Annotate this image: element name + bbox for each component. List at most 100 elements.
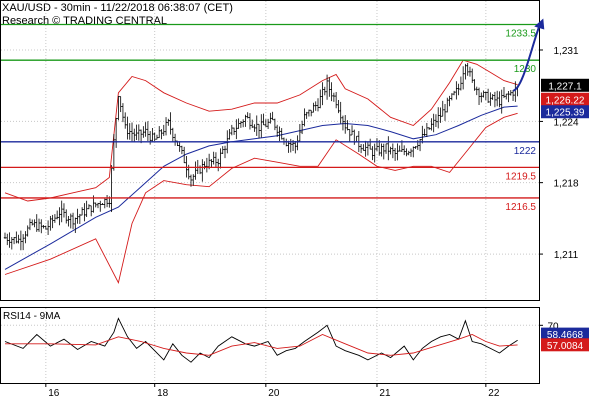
price-bar (375, 138, 379, 152)
price-bar (65, 209, 68, 224)
price-bar (289, 138, 292, 153)
price-bar (251, 119, 254, 128)
price-bar (353, 129, 356, 145)
price-bar (74, 217, 77, 234)
bollinger-lower-line (4, 112, 518, 284)
price-bar (173, 133, 177, 146)
price-bar (42, 225, 45, 229)
bollinger-bands (4, 59, 518, 284)
price-bar (148, 131, 152, 145)
price-bar (505, 93, 508, 100)
price-bar (78, 213, 82, 225)
price-bar (40, 219, 43, 234)
price-bar (309, 109, 313, 117)
price-bar (439, 107, 442, 123)
price-bar (434, 114, 438, 128)
time-tick-label: 22 (488, 388, 500, 399)
price-bar (46, 220, 50, 235)
price-bar (69, 213, 72, 229)
price-bar (67, 216, 70, 227)
price-bar (71, 212, 75, 230)
price-bar (96, 202, 100, 209)
price-bar (321, 82, 324, 106)
price-tag-label: 1,227.1 (548, 81, 582, 92)
price-bar (348, 129, 351, 142)
price-bar (230, 124, 234, 136)
price-tag-label: 1,225.39 (546, 108, 585, 119)
price-bar (498, 91, 501, 108)
rsi-tag-label: 57.0084 (547, 341, 584, 352)
price-bar (264, 119, 268, 127)
price-bar (6, 233, 9, 246)
time-tick-label: 16 (48, 388, 60, 399)
projection-arrow (512, 18, 545, 92)
price-bar (330, 82, 333, 102)
price-bar (461, 66, 465, 90)
price-bar (455, 81, 458, 100)
price-bar (94, 202, 97, 208)
price-bar (139, 129, 143, 144)
price-bar (421, 125, 424, 144)
price-bar (151, 127, 154, 142)
price-bar (51, 214, 54, 229)
price-bar (457, 83, 460, 96)
price-bar (169, 112, 172, 135)
price-bar (257, 123, 261, 139)
price-bar (448, 95, 451, 107)
price-bar (19, 230, 23, 251)
price-bar (391, 143, 395, 159)
price-bar (117, 96, 120, 121)
price-tick-label: 1,211 (554, 250, 579, 261)
price-bar (282, 137, 286, 145)
price-bar (412, 146, 415, 158)
price-bar (359, 144, 363, 154)
price-bar (31, 219, 34, 226)
price-bar (341, 115, 345, 131)
price-bar (266, 118, 270, 129)
price-bar (491, 94, 494, 100)
price-bar (135, 124, 138, 141)
level-label: 1216.5 (505, 202, 536, 213)
price-bar (44, 225, 48, 230)
price-bar (189, 174, 193, 187)
price-bar (62, 203, 66, 218)
price-bar (10, 236, 14, 250)
price-bar (89, 205, 93, 217)
price-bar (180, 145, 184, 155)
price-bar (468, 66, 472, 77)
price-bar (124, 112, 127, 129)
price-bar (253, 124, 256, 132)
price-bar (337, 99, 340, 114)
price-tag-box (541, 92, 589, 106)
price-bar (271, 111, 274, 121)
rsi-tag-box (541, 338, 589, 352)
price-bar (382, 143, 385, 160)
price-bar (164, 117, 168, 136)
price-bar (443, 103, 447, 121)
price-bar (480, 92, 483, 103)
price-bar (275, 124, 279, 137)
price-bar (8, 232, 11, 248)
price-bar (493, 91, 497, 108)
price-tag-label: 1,226.22 (546, 95, 585, 106)
level-label: 1222 (514, 146, 537, 157)
rsi-y-axis: 70 (539, 321, 559, 332)
price-bar (182, 146, 186, 164)
price-bar (228, 128, 231, 140)
price-bar (471, 68, 474, 83)
price-bar (319, 89, 322, 109)
price-bar (35, 214, 38, 232)
price-bar (17, 234, 20, 244)
time-tick-label: 20 (268, 388, 280, 399)
price-bar (325, 74, 329, 100)
price-bar (280, 128, 283, 140)
price-bar (300, 120, 304, 135)
price-bar (21, 234, 25, 251)
price-bar (285, 138, 288, 147)
price-bar (103, 198, 106, 209)
price-bar (142, 126, 145, 138)
price-bar (246, 112, 249, 119)
price-bar (223, 145, 227, 159)
